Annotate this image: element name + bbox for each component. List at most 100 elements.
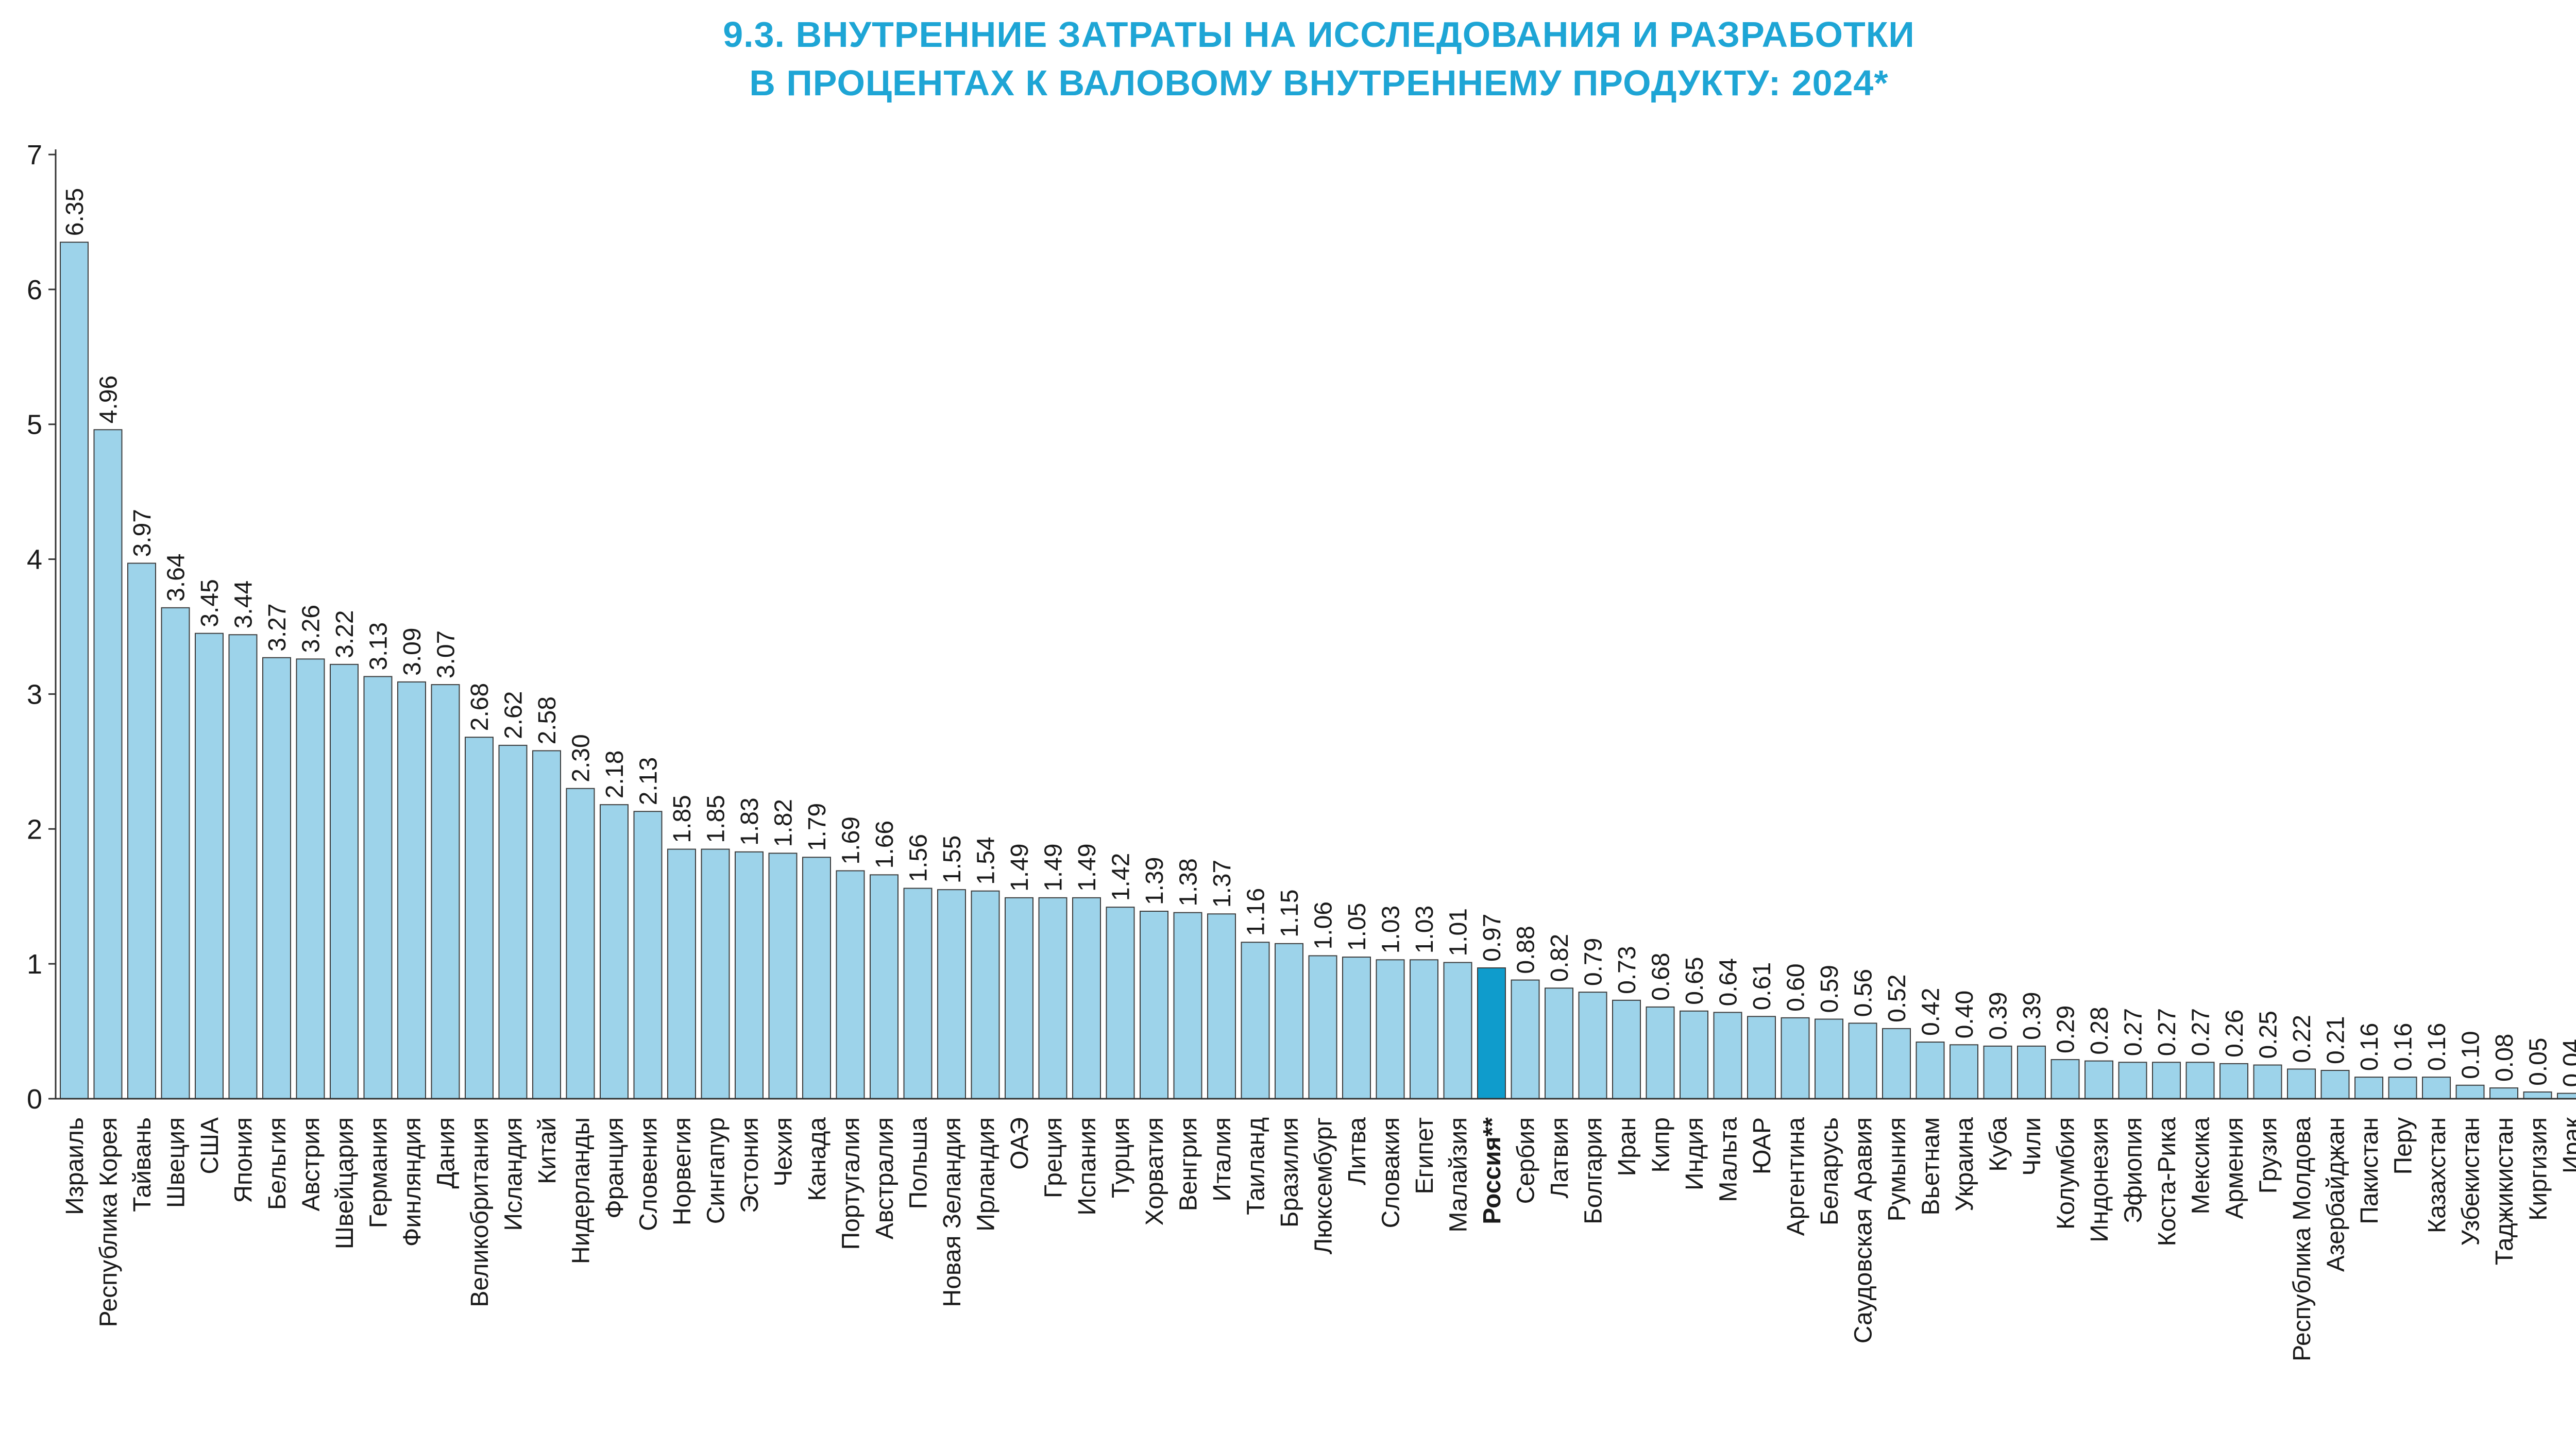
category-label: Австрия: [298, 1117, 325, 1211]
bar: [161, 607, 190, 1099]
category-label: Кипр: [1648, 1117, 1675, 1172]
category-label: Бельгия: [264, 1117, 291, 1210]
value-label: 1.79: [804, 803, 831, 851]
bar: [2253, 1064, 2282, 1099]
value-label: 0.40: [1951, 991, 1978, 1038]
category-label: Германия: [365, 1117, 393, 1228]
value-label: 1.49: [1006, 843, 1033, 891]
category-label: Иран: [1614, 1117, 1641, 1176]
bar: [2388, 1077, 2417, 1099]
category-label: Хорватия: [1141, 1117, 1168, 1225]
value-label: 0.61: [1749, 962, 1776, 1010]
category-label: Польша: [905, 1117, 933, 1209]
category-label: ЮАР: [1749, 1117, 1776, 1174]
bar: [937, 889, 966, 1100]
bar: [701, 848, 730, 1100]
bar: [1713, 1012, 1742, 1099]
value-label: 6.35: [61, 188, 89, 236]
category-label: Таджикистан: [2491, 1117, 2518, 1265]
value-label: 2.62: [500, 691, 528, 739]
category-label: Болгария: [1580, 1117, 1607, 1224]
y-tick-label: 4: [27, 544, 42, 575]
category-label: Россия**: [1479, 1117, 1506, 1224]
bar: [836, 870, 865, 1099]
bar: [2455, 1084, 2485, 1099]
category-label: Азербайджан: [2323, 1117, 2350, 1272]
value-label: 1.69: [838, 816, 865, 864]
category-label: Индия: [1681, 1117, 1708, 1190]
bar: [1207, 913, 1236, 1100]
bar: [1140, 911, 1168, 1099]
bar: [2185, 1062, 2215, 1100]
bar: [465, 737, 494, 1100]
bar: [2017, 1045, 2046, 1100]
bar: [1848, 1022, 1877, 1099]
value-label: 2.58: [534, 696, 561, 744]
bar: [566, 788, 595, 1099]
bar: [2320, 1070, 2350, 1100]
category-label: Таиланд: [1243, 1117, 1270, 1215]
category-label: Исландия: [500, 1117, 528, 1231]
category-label: Тайвань: [129, 1117, 156, 1212]
value-label: 0.68: [1648, 953, 1675, 1001]
category-label: Республика Молдова: [2289, 1117, 2316, 1361]
bar: [1781, 1017, 1810, 1100]
value-label: 0.82: [1546, 934, 1573, 982]
bar: [1578, 992, 1607, 1099]
bar: [971, 890, 1000, 1099]
category-label: Эфиопия: [2120, 1117, 2147, 1223]
bar: [600, 804, 629, 1100]
value-label: 3.22: [331, 610, 359, 658]
bar: [532, 750, 561, 1099]
category-label: Турция: [1108, 1117, 1135, 1198]
bar: [1443, 962, 1472, 1099]
bar: [2118, 1062, 2147, 1100]
category-label: Швейцария: [331, 1117, 359, 1249]
chart-title-line-2: В ПРОЦЕНТАХ К ВАЛОВОМУ ВНУТРЕННЕМУ ПРОДУ…: [749, 63, 1889, 103]
y-tick-label: 7: [27, 140, 42, 171]
bar: [127, 562, 156, 1099]
y-axis: 0 1 2 3 4 5 6 7: [27, 140, 57, 1115]
bar: [397, 681, 426, 1099]
value-label: 2.18: [601, 751, 629, 798]
category-label: Великобритания: [466, 1117, 494, 1307]
bar: [870, 874, 899, 1099]
category-label: Мексика: [2188, 1117, 2215, 1215]
category-label: Швеция: [163, 1117, 190, 1208]
value-label: 0.64: [1715, 958, 1742, 1006]
bar: [431, 684, 460, 1099]
bar: [93, 429, 123, 1099]
value-label: 0.27: [2188, 1008, 2215, 1056]
bar: [735, 851, 764, 1099]
bar: [1376, 959, 1405, 1099]
value-label: 0.88: [1513, 926, 1540, 974]
category-label: Сербия: [1513, 1117, 1540, 1204]
bar: [296, 658, 325, 1099]
value-label: 0.27: [2154, 1008, 2181, 1056]
bar: [1275, 943, 1303, 1099]
bar: [228, 634, 258, 1099]
category-label: Республика Корея: [95, 1117, 123, 1327]
category-label: Узбекистан: [2458, 1117, 2485, 1246]
category-labels: Израиль Республика Корея Тайвань Швеция США Я…: [61, 1117, 2576, 1361]
category-label: Литва: [1344, 1117, 1371, 1185]
category-label: Ирак: [2558, 1117, 2576, 1173]
category-label: Малайзия: [1445, 1117, 1472, 1233]
value-label: 0.05: [2525, 1037, 2552, 1085]
category-label: Ирландия: [973, 1117, 1000, 1232]
value-label: 3.97: [129, 509, 156, 557]
value-label: 0.26: [2221, 1009, 2248, 1057]
value-label: 1.42: [1108, 853, 1135, 901]
chart-title: 9.3. ВНУТРЕННИЕ ЗАТРАТЫ НА ИССЛЕДОВАНИЯ …: [0, 10, 2576, 107]
bar: [1072, 897, 1101, 1100]
category-label: Индонезия: [2086, 1117, 2113, 1242]
value-label: 1.66: [871, 821, 899, 868]
category-label: Австралия: [871, 1117, 899, 1239]
bar: [1038, 897, 1067, 1100]
bar: [1950, 1044, 1978, 1100]
category-label: Аргентина: [1783, 1117, 1810, 1236]
category-label: Испания: [1074, 1117, 1101, 1216]
category-label: Сингапур: [703, 1117, 730, 1224]
value-label: 1.85: [669, 795, 696, 843]
